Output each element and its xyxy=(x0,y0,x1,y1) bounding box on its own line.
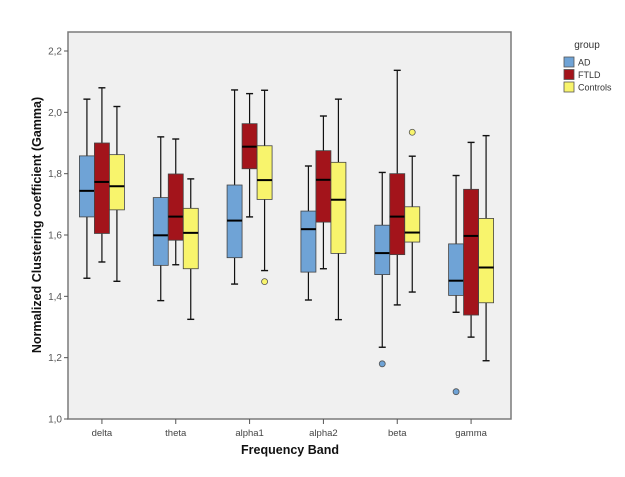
legend-swatch xyxy=(563,69,575,80)
box-iqr xyxy=(94,142,110,234)
outlier-point xyxy=(408,128,416,136)
x-tick-label: delta xyxy=(92,428,113,439)
outlier-point xyxy=(452,388,460,396)
box-ftld-alpha1 xyxy=(241,92,258,218)
box-controls-alpha2 xyxy=(330,98,347,321)
boxes xyxy=(79,69,494,396)
y-axis-label: Normalized Clustering coefficient (Gamma… xyxy=(30,97,44,353)
box-ad-alpha1 xyxy=(226,89,243,285)
outlier-point xyxy=(261,278,268,286)
y-tick-label: 2,2 xyxy=(48,47,62,58)
y-tick-label: 2,0 xyxy=(48,108,62,119)
box-controls-beta xyxy=(404,128,421,293)
x-axis-label: Frequency Band xyxy=(241,443,339,457)
box-iqr xyxy=(478,218,494,304)
y-tick-label: 1,4 xyxy=(48,292,62,303)
legend-title: group xyxy=(574,40,600,51)
box-iqr xyxy=(256,145,273,200)
y-tick-label: 1,8 xyxy=(48,169,62,180)
box-controls-alpha1 xyxy=(256,89,273,286)
box-iqr xyxy=(448,243,464,296)
box-iqr xyxy=(330,161,347,254)
legend-swatch xyxy=(563,56,575,68)
y-tick-label: 1,0 xyxy=(48,415,62,426)
y-axis: 1,0 1,2 1,4 1,6 1,8 2,0 2,2 xyxy=(48,47,68,426)
box-iqr xyxy=(79,155,95,218)
box-ftld-theta xyxy=(167,138,184,266)
x-axis: delta theta alpha1 alpha2 beta gamma xyxy=(92,419,488,439)
box-iqr xyxy=(167,173,184,241)
box-ftld-beta xyxy=(389,69,406,306)
box-iqr xyxy=(109,154,125,211)
plot-area xyxy=(67,31,512,420)
x-tick-label: theta xyxy=(165,428,187,439)
x-tick-label: alpha2 xyxy=(309,428,338,439)
box-controls-delta xyxy=(109,105,125,283)
box-controls-theta xyxy=(182,178,199,321)
y-tick-label: 1,2 xyxy=(48,353,62,364)
box-ftld-alpha2 xyxy=(315,115,332,270)
box-iqr xyxy=(389,173,406,256)
outlier-point xyxy=(378,360,386,368)
box-iqr xyxy=(404,206,421,243)
box-iqr xyxy=(315,150,332,223)
box-ad-beta xyxy=(374,171,391,368)
x-tick-label: beta xyxy=(388,428,407,439)
x-tick-label: gamma xyxy=(455,428,487,439)
legend-item-ad: AD xyxy=(563,56,591,68)
legend-label: Controls xyxy=(578,83,612,93)
box-iqr xyxy=(374,224,391,275)
box-iqr xyxy=(182,207,199,270)
y-tick-label: 1,6 xyxy=(48,231,62,242)
box-iqr xyxy=(152,197,169,266)
box-iqr xyxy=(463,188,479,316)
box-ad-alpha2 xyxy=(300,165,317,301)
box-ftld-gamma xyxy=(463,141,479,338)
legend-item-ftld: FTLD xyxy=(563,69,601,80)
box-ad-theta xyxy=(152,136,169,302)
box-controls-gamma xyxy=(478,134,494,362)
x-tick-label: alpha1 xyxy=(235,428,264,439)
legend: group AD FTLD Controls xyxy=(563,40,612,93)
legend-swatch xyxy=(563,81,575,93)
legend-item-controls: Controls xyxy=(563,81,612,93)
legend-label: AD xyxy=(578,58,591,68)
box-iqr xyxy=(300,210,317,273)
legend-label: FTLD xyxy=(578,70,601,80)
